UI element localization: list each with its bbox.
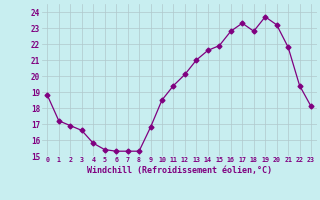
X-axis label: Windchill (Refroidissement éolien,°C): Windchill (Refroidissement éolien,°C) — [87, 166, 272, 175]
